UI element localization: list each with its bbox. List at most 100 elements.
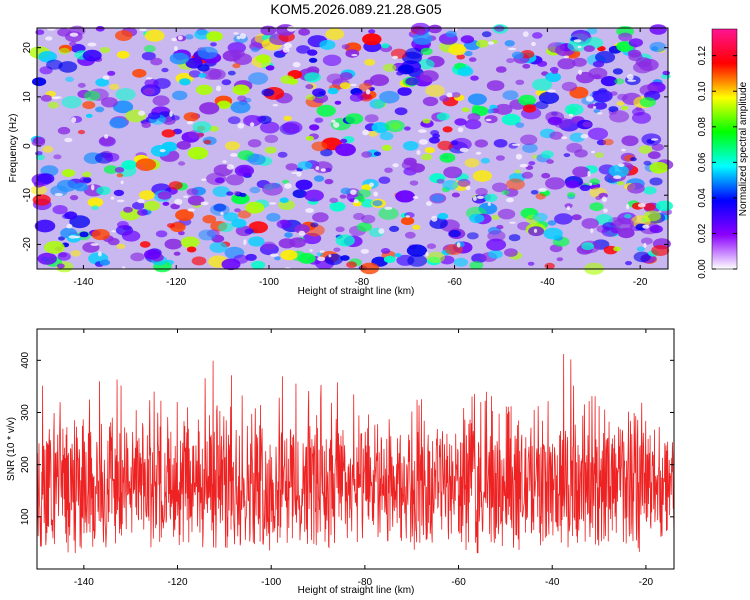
heatmap-cell (282, 179, 290, 184)
heatmap-cell (197, 46, 218, 60)
heatmap-gap (637, 203, 646, 208)
heatmap-cell (232, 84, 250, 96)
heatmap-gap (384, 206, 393, 210)
heatmap-cell (362, 33, 382, 46)
heatmap-cell (630, 157, 637, 162)
heatmap-cell (192, 121, 212, 133)
heatmap-gap (350, 189, 357, 195)
snr-x-axis: -140 -120 -100 -80 -60 -40 -20 (74, 329, 654, 588)
heatmap-gap (319, 250, 325, 253)
heatmap-cell (372, 200, 383, 207)
heatmap-cell (504, 188, 519, 197)
heatmap-cell (655, 200, 674, 212)
heatmap-cell (245, 201, 265, 214)
heatmap-cell (148, 112, 161, 120)
heatmap-cell (643, 160, 652, 166)
heatmap-cell (450, 140, 459, 146)
heatmap-gap (392, 55, 399, 60)
heatmap-cell (464, 119, 482, 130)
heatmap-cell (278, 238, 296, 249)
heatmap-cell (439, 152, 456, 163)
heatmap-cell (394, 253, 402, 258)
heatmap-gap (309, 249, 313, 252)
heatmap-cell (472, 170, 492, 182)
heatmap-cell (457, 178, 471, 187)
heatmap-cell (589, 178, 600, 185)
heatmap-cell (121, 230, 141, 242)
heatmap-gap (601, 196, 608, 203)
heatmap-gap (425, 201, 432, 206)
heatmap-cell (389, 225, 400, 232)
heatmap-cell (448, 44, 467, 56)
heatmap-gap (46, 26, 56, 31)
heatmap-cell (132, 68, 147, 78)
heatmap-cell (361, 151, 373, 158)
heatmap-cell (556, 257, 564, 262)
heatmap-cell (368, 130, 378, 137)
heatmap-cell (87, 197, 104, 208)
heatmap-cell (232, 63, 241, 69)
heatmap-cell (298, 28, 310, 36)
heatmap-cell (547, 42, 565, 53)
heatmap-cell (428, 24, 442, 34)
heatmap-cell (594, 101, 607, 110)
colorbar-tick-label: 0.10 (697, 81, 708, 101)
heatmap-cell (651, 143, 664, 151)
heatmap-cell (104, 152, 120, 162)
heatmap-cell (439, 95, 450, 102)
heatmap-y-label: Frequency (Hz) (8, 114, 19, 183)
heatmap-cell (522, 63, 531, 69)
heatmap-cell (280, 249, 298, 261)
heatmap-cell (152, 95, 170, 106)
heatmap-cell (265, 65, 275, 71)
heatmap-cell (492, 182, 508, 193)
heatmap-cell (488, 249, 503, 259)
heatmap-cell (69, 195, 79, 201)
heatmap-cell (588, 67, 608, 80)
heatmap-cell (247, 153, 266, 166)
heatmap-gap (533, 228, 538, 233)
heatmap-gap (626, 204, 630, 210)
heatmap-cell (144, 249, 161, 260)
heatmap-cell (260, 25, 277, 36)
heatmap-cell (631, 112, 652, 124)
heatmap-cell (197, 64, 210, 72)
heatmap-cell (400, 216, 415, 226)
heatmap-cell (218, 222, 234, 233)
heatmap-cell (373, 151, 382, 156)
y-tick-label: 100 (20, 508, 31, 525)
heatmap-cell (248, 72, 269, 85)
heatmap-cell (364, 59, 376, 66)
heatmap-cell (345, 113, 364, 125)
heatmap-cell (546, 159, 554, 164)
heatmap-gap (362, 129, 369, 136)
heatmap-cell (484, 115, 498, 124)
heatmap-cell (419, 70, 439, 83)
x-tick-label: -120 (166, 277, 186, 288)
heatmap-cell (329, 197, 339, 203)
heatmap-cell (421, 153, 433, 161)
heatmap-cell (137, 209, 148, 216)
heatmap-cell (368, 29, 376, 34)
heatmap-cell (592, 60, 605, 68)
heatmap-cell (403, 141, 419, 151)
heatmap-gap (373, 191, 379, 197)
heatmap-cell (544, 262, 555, 270)
heatmap-cell (329, 201, 346, 212)
snr-frame (36, 328, 675, 570)
heatmap-cell (198, 73, 207, 78)
heatmap-cell (470, 75, 479, 81)
heatmap-cell (407, 254, 427, 267)
heatmap-cell (304, 224, 325, 237)
heatmap-gap (237, 123, 245, 129)
heatmap-cell (230, 49, 245, 58)
x-tick-label: -20 (633, 277, 648, 288)
heatmap-cell (457, 66, 474, 77)
heatmap-cell (225, 141, 240, 151)
heatmap-gap (91, 184, 95, 191)
heatmap-cell (491, 214, 500, 220)
heatmap-cell (305, 94, 316, 101)
heatmap-cell (356, 222, 373, 232)
colorbar-label: Normalized spectral amplitude (738, 81, 749, 216)
heatmap-cell (495, 155, 505, 161)
